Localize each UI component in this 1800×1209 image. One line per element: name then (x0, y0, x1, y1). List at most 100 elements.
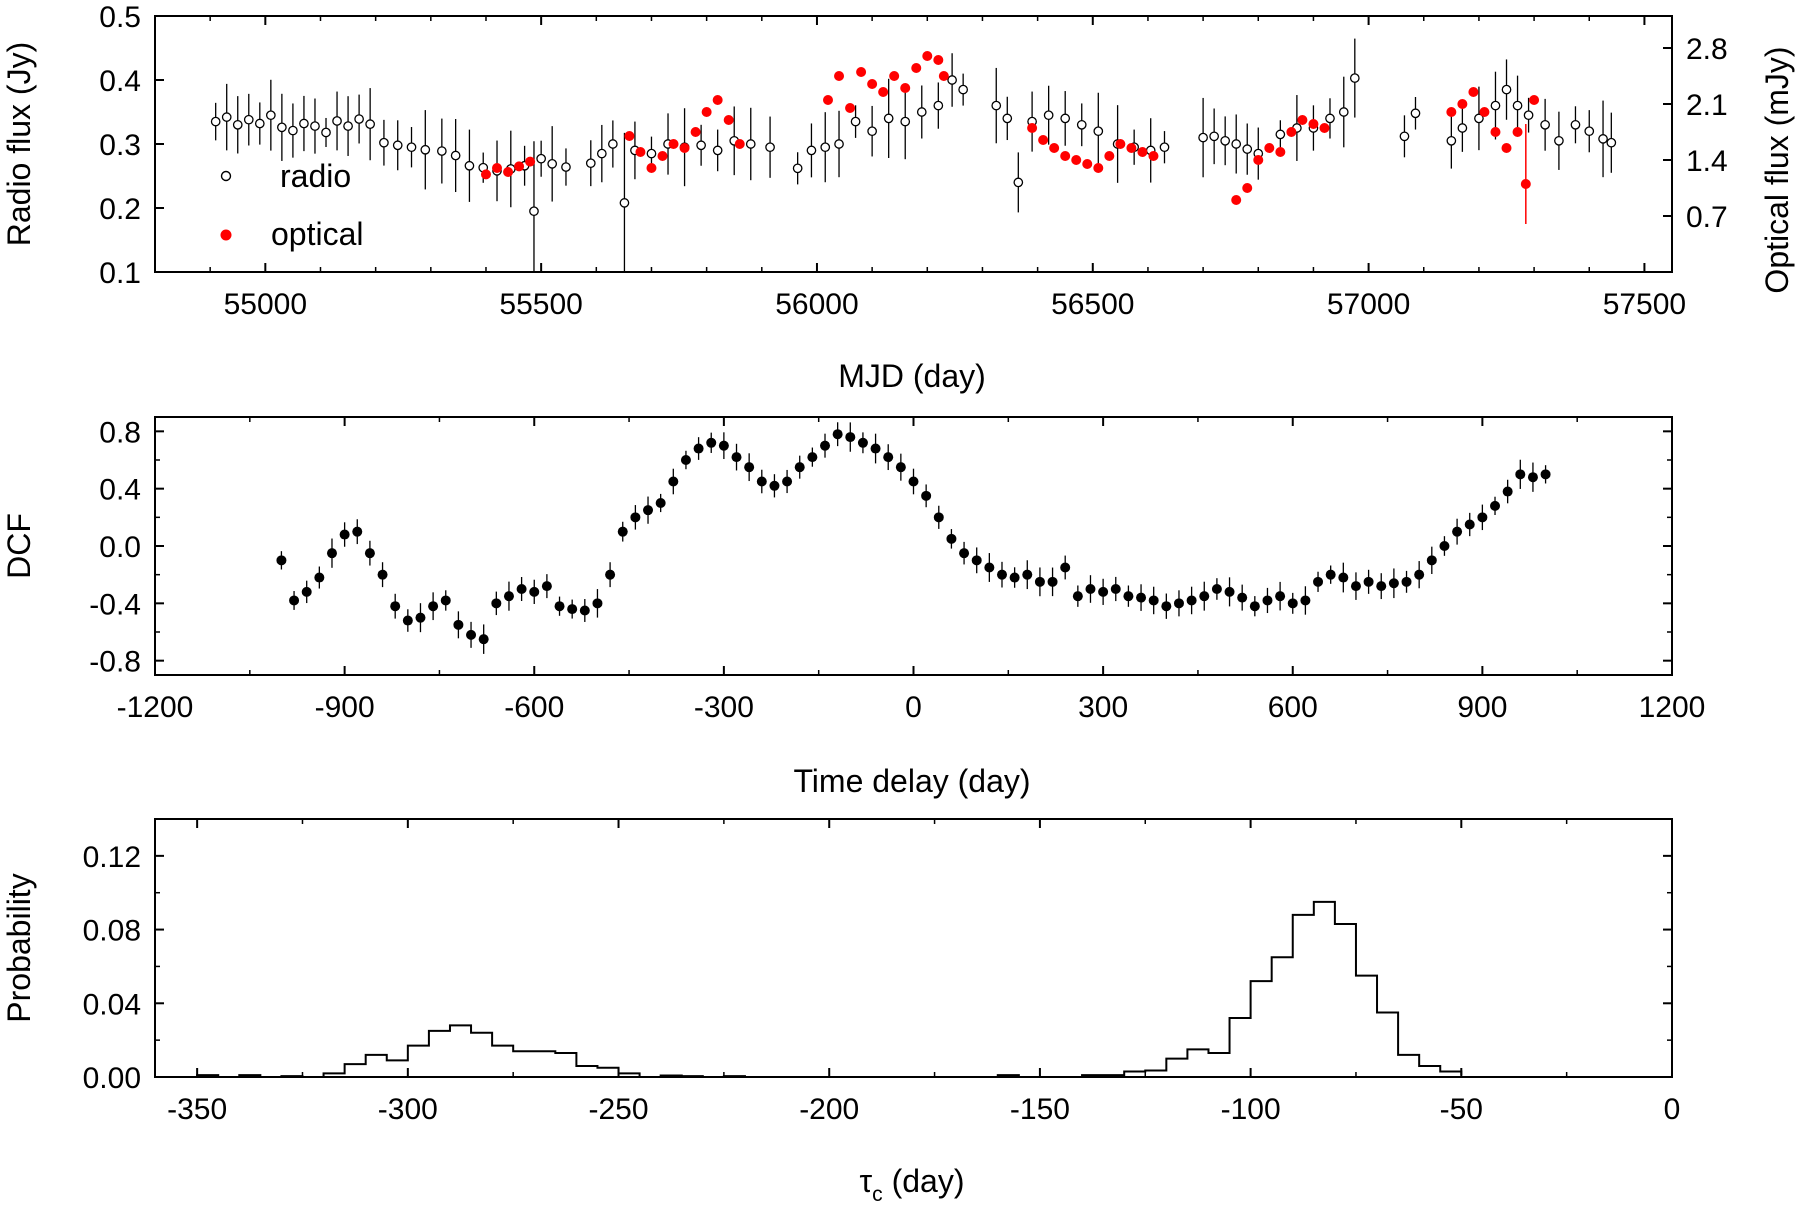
lightcurve-data-layer (210, 38, 1617, 272)
x-tick-label: 57000 (1327, 288, 1410, 321)
radio-point (1540, 119, 1550, 130)
radio-point (1275, 129, 1286, 140)
dcf-point (1426, 555, 1437, 566)
radio-point (1410, 108, 1421, 119)
dcf-point (820, 440, 831, 451)
radio-point (210, 116, 221, 127)
dcf-point (1439, 541, 1450, 551)
dcf-point (1148, 595, 1159, 606)
optical-point (646, 163, 657, 173)
radio-point (608, 139, 618, 149)
dcf-point (1098, 586, 1109, 597)
dcf-point (1363, 576, 1374, 587)
dcf-point (478, 634, 489, 645)
radio-point (867, 126, 877, 137)
optical-point (1520, 179, 1531, 189)
radio-point (1457, 123, 1468, 133)
dcf-point (1376, 581, 1387, 592)
radio-point (806, 145, 817, 156)
dcf-point (1186, 595, 1197, 606)
radio-point (392, 140, 403, 151)
radio-point (1325, 113, 1335, 124)
dcf-point (301, 586, 312, 597)
optical-point (1275, 147, 1286, 157)
dcf-point (668, 476, 679, 487)
optical-point (1093, 163, 1104, 173)
dcf-point (314, 572, 325, 583)
optical-point (1529, 95, 1540, 105)
radio-point (619, 198, 630, 208)
dcf-point (377, 569, 388, 580)
radio-point (1159, 142, 1170, 153)
radio-point (288, 125, 298, 136)
dcf-point (1199, 591, 1210, 602)
y-right-tick-label: 0.7 (1686, 201, 1728, 234)
panel-histogram: -350 -300 -250 -200 -150 -100 -50 0 0.00 0.04 0.08… (1, 818, 1680, 1206)
radio-point (1076, 119, 1087, 130)
dcf-point (1338, 572, 1349, 583)
dcf-point (466, 629, 477, 640)
radio-point (464, 160, 475, 171)
optical-point (679, 143, 690, 153)
dcf-point (491, 598, 502, 609)
y-tick-label: 0.8 (99, 416, 141, 449)
radio-point (254, 118, 265, 129)
optical-point (1115, 139, 1126, 149)
x-tick-label: -900 (315, 691, 375, 724)
radio-point (834, 139, 844, 149)
x-tick-label: 900 (1457, 691, 1507, 724)
radio-point (1523, 110, 1534, 121)
dcf-point (832, 429, 843, 440)
radio-point (1512, 100, 1523, 111)
optical-point (1242, 183, 1253, 193)
radio-point (1399, 131, 1410, 142)
y-tick-label: 0.12 (83, 841, 141, 874)
radio-point (850, 116, 861, 127)
optical-point (845, 103, 856, 113)
lightcurve-xlabel: MJD (day) (838, 358, 986, 394)
radio-point (765, 142, 775, 153)
x-tick-label: 57500 (1603, 288, 1686, 321)
y-tick-label: -0.8 (89, 646, 141, 679)
optical-point (933, 55, 944, 65)
dcf-point (1490, 500, 1501, 511)
optical-point (1231, 195, 1242, 205)
optical-point (668, 139, 679, 149)
y-tick-label: 0.4 (99, 474, 141, 507)
optical-point (1126, 143, 1137, 153)
optical-point (867, 79, 878, 89)
dcf-point (1072, 591, 1083, 602)
dcf-point (1047, 576, 1058, 587)
dcf-point (769, 480, 780, 491)
dcf-point (895, 462, 906, 473)
optical-point (822, 95, 833, 105)
optical-point (1049, 143, 1060, 153)
dcf-point (794, 462, 805, 473)
radio-point (1554, 135, 1564, 146)
radio-point (916, 107, 927, 117)
optical-point (1308, 119, 1319, 129)
dcf-point (1401, 576, 1412, 587)
dcf-point (1136, 592, 1147, 603)
x-tick-label: 55000 (224, 288, 307, 321)
radio-point (792, 163, 803, 174)
y-tick-label: 0.3 (99, 129, 141, 162)
dcf-point (857, 437, 868, 448)
optical-point (723, 115, 734, 125)
dcf-point (1477, 512, 1488, 523)
radio-point (354, 114, 364, 124)
histogram-data-layer (196, 900, 1463, 1078)
dcf-point (845, 432, 856, 443)
optical-point (1446, 107, 1457, 117)
x-tick-label: -50 (1440, 1093, 1483, 1126)
dcf-point (933, 512, 944, 523)
dcf-point (1414, 569, 1425, 580)
dcf-point (440, 595, 451, 606)
radio-point (1570, 119, 1581, 130)
radio-point (321, 127, 331, 138)
dcf-point (643, 505, 654, 516)
dcf-ylabel: DCF (1, 513, 37, 579)
radio-point (437, 146, 447, 156)
dcf-point (1085, 584, 1096, 594)
optical-point (889, 71, 900, 81)
